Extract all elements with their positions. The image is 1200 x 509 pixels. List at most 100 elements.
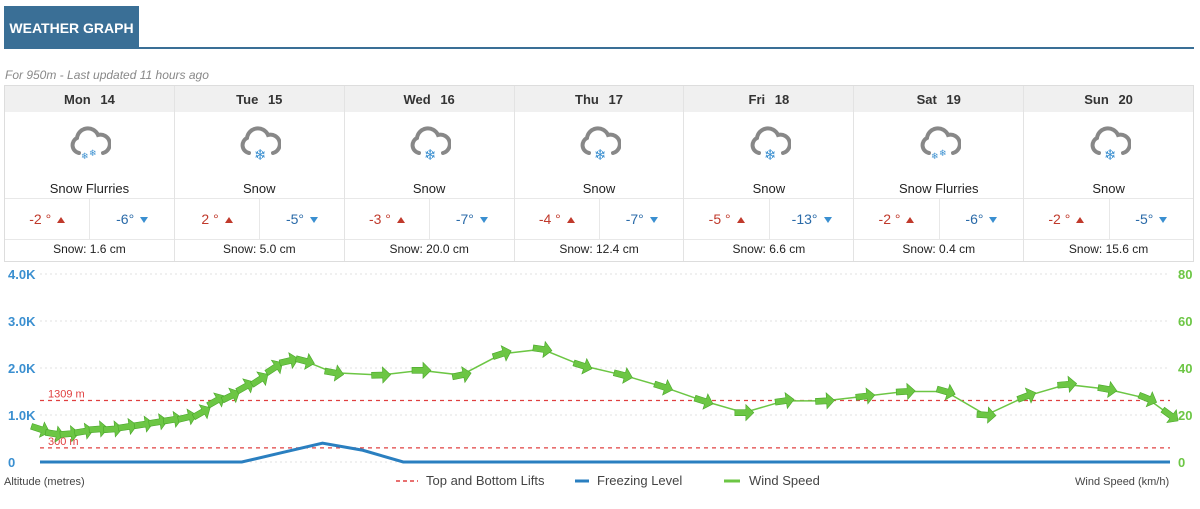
min-temp: -7° — [429, 199, 513, 239]
arrow-down-icon — [140, 217, 149, 224]
left-tick-label: 0 — [8, 455, 15, 470]
svg-text:❄: ❄ — [594, 146, 607, 162]
max-temp-value: -2 ° — [29, 211, 52, 227]
max-temp-value: -3 ° — [368, 211, 391, 227]
day-heading: Thu 17 — [514, 86, 684, 112]
min-temp: -13° — [768, 199, 853, 239]
day-name: Tue — [236, 92, 259, 107]
min-temp-value: -7° — [455, 211, 474, 227]
min-temp-value: -5° — [1135, 211, 1154, 227]
day-date: 17 — [608, 92, 623, 107]
condition-label: Snow Flurries — [49, 181, 130, 196]
wind-arrow-icon — [249, 371, 269, 388]
condition-label: Snow — [412, 181, 446, 196]
right-tick-label: 0 — [1178, 455, 1185, 470]
snow-icon: ❄ — [237, 126, 283, 164]
left-tick-label: 4.0K — [8, 267, 36, 282]
day-heading: Tue 15 — [174, 86, 344, 112]
wind-arrow-icon — [220, 387, 240, 404]
wind-arrow-icon — [324, 364, 345, 382]
day-name: Mon — [64, 92, 91, 107]
min-temp: -6° — [89, 199, 173, 239]
day-column-wed: Wed 16 ❄ Snow -3 ° -7° Snow: 20.0 cm — [343, 86, 514, 261]
max-temp-value: 2 ° — [201, 211, 219, 227]
wind-arrow-icon — [1097, 380, 1118, 399]
day-name: Sun — [1084, 92, 1109, 107]
wind-arrow-icon — [935, 383, 956, 401]
arrow-up-icon — [566, 217, 575, 224]
arrow-down-icon — [989, 217, 998, 224]
day-heading: Wed 16 — [344, 86, 514, 112]
snow-icon: ❄ — [1087, 126, 1132, 164]
wind-arrow-icon — [612, 367, 633, 384]
wind-arrow-icon — [976, 406, 997, 424]
temperature-row: -3 ° -7° — [344, 198, 514, 240]
arrow-down-icon — [479, 217, 488, 224]
max-temp: -2 ° — [854, 199, 938, 239]
wind-arrow-icon — [162, 410, 183, 429]
day-date: 18 — [774, 92, 790, 107]
wind-arrow-icon — [491, 345, 512, 362]
svg-text:❄: ❄ — [81, 152, 89, 162]
header-bar: WEATHER GRAPH — [0, 0, 1200, 50]
weather-chart: 4.0K 80 3.0K 60 2.0K 40 1.0K 20 0 0 1309 m 300 m Alt… — [0, 262, 1200, 504]
snow-flurries-icon: ❄ ❄ — [917, 126, 962, 162]
min-temp: -6° — [938, 199, 1023, 239]
wind-arrow-icon — [895, 382, 916, 401]
wind-arrow-icon — [532, 340, 553, 359]
wind-arrow-icon — [278, 352, 299, 370]
condition-label: Snow — [1092, 181, 1125, 196]
day-name: Sat — [916, 92, 937, 107]
max-temp: -2 ° — [5, 199, 89, 239]
day-date: 14 — [100, 92, 115, 107]
day-column-sun: Sun 20 ❄ Snow -2 ° -5° Snow: 15.6 cm — [1023, 86, 1194, 261]
wind-arrow-icon — [1016, 387, 1037, 404]
legend-lifts-label: Top and Bottom Lifts — [426, 473, 545, 488]
min-temp-value: -5° — [285, 211, 305, 227]
right-axis-title: Wind Speed (km/h) — [1075, 476, 1169, 488]
day-heading: Mon 14 — [5, 86, 174, 112]
snow-icon: ❄ — [407, 126, 452, 164]
wind-arrow-icon — [653, 379, 674, 396]
max-temp-value: -5 ° — [708, 211, 731, 227]
arrow-down-icon — [1159, 217, 1168, 224]
max-temp-value: -2 ° — [878, 211, 901, 227]
wind-arrow-icon — [572, 357, 593, 375]
condition-label: Snow Flurries — [898, 181, 979, 196]
condition-label: Snow — [243, 181, 276, 196]
day-name: Thu — [575, 92, 599, 107]
wind-arrow-icon — [734, 403, 755, 422]
snow-amount: Snow: 5.0 cm — [222, 242, 296, 256]
wind-arrow-icon — [815, 392, 835, 410]
min-temp-value: -6° — [965, 211, 984, 227]
wind-arrow-icon — [30, 421, 50, 438]
right-tick-label: 80 — [1178, 267, 1192, 282]
svg-text:❄: ❄ — [1104, 146, 1117, 162]
min-temp: -7° — [599, 199, 683, 239]
max-temp: -3 ° — [345, 199, 429, 239]
daily-forecast-grid: Mon 14 ❄ ❄ Snow Flurries -2 ° -6° Snow: 1.6 cm… — [4, 85, 1194, 262]
arrow-up-icon — [906, 217, 915, 224]
right-tick-label: 40 — [1178, 361, 1192, 376]
min-temp: -5° — [259, 199, 343, 239]
snow-amount: Snow: 6.6 cm — [732, 242, 806, 256]
wind-arrow-icon — [191, 404, 211, 421]
legend-freezing-label: Freezing Level — [597, 473, 682, 488]
wind-arrow-icon — [1160, 406, 1179, 424]
wind-arrow-icon — [411, 361, 432, 380]
temperature-row: -2 ° -5° — [1024, 198, 1194, 240]
snow-amount: Snow: 12.4 cm — [559, 242, 639, 256]
arrow-up-icon — [1076, 217, 1085, 224]
snow-flurries-icon: ❄ ❄ — [67, 126, 113, 162]
day-column-tue: Tue 15 ❄ Snow 2 ° -5° Snow: 5.0 cm — [173, 86, 344, 261]
day-date: 16 — [440, 92, 455, 107]
wind-arrow-icon — [235, 378, 255, 395]
svg-text:❄: ❄ — [939, 149, 947, 159]
left-tick-label: 1.0K — [8, 408, 36, 423]
left-axis-title: Altitude (metres) — [4, 476, 85, 488]
svg-text:❄: ❄ — [931, 152, 939, 162]
arrow-up-icon — [396, 217, 405, 224]
max-temp: -5 ° — [684, 199, 768, 239]
weather-graph-tab[interactable]: WEATHER GRAPH — [4, 6, 139, 48]
